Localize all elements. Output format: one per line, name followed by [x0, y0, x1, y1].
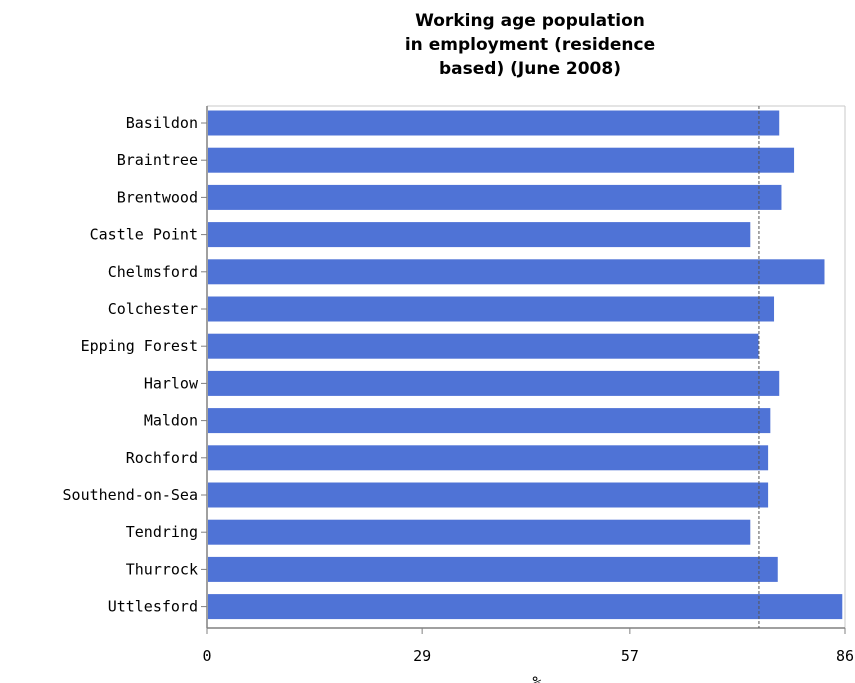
- bar-harlow: [208, 370, 780, 396]
- category-label: Thurrock: [126, 560, 198, 578]
- bar-tendring: [208, 519, 751, 545]
- category-label: Epping Forest: [81, 337, 198, 355]
- bar-brentwood: [208, 184, 782, 210]
- x-tick-label: 86: [836, 647, 854, 665]
- bar-castle-point: [208, 222, 751, 248]
- category-label: Rochford: [126, 449, 198, 467]
- bar-epping-forest: [208, 333, 759, 359]
- category-label: Colchester: [108, 300, 198, 318]
- bar-maldon: [208, 408, 771, 434]
- category-label: Tendring: [126, 523, 198, 541]
- x-tick-label: 29: [413, 647, 431, 665]
- bar-chelmsford: [208, 259, 825, 285]
- chart-title-line-2: in employment (residence: [405, 35, 655, 55]
- plot-area: Basildon Braintree Brentwood Castle Point Ch…: [63, 105, 854, 683]
- category-label: Chelmsford: [108, 263, 198, 281]
- bar-southend-on-sea: [208, 482, 769, 508]
- x-tick-label: 0: [202, 647, 211, 665]
- chart-title-line-1: Working age population: [415, 11, 645, 31]
- bar-basildon: [208, 110, 780, 136]
- category-label: Uttlesford: [108, 598, 198, 616]
- bar-uttlesford: [208, 594, 843, 620]
- category-label: Braintree: [117, 151, 198, 169]
- category-label: Basildon: [126, 114, 198, 132]
- chart-title: Working age population in employment (re…: [405, 11, 655, 79]
- bar-colchester: [208, 296, 775, 322]
- category-label: Brentwood: [117, 188, 198, 206]
- category-label: Castle Point: [90, 226, 198, 244]
- bar-rochford: [208, 445, 769, 471]
- x-axis-title: %: [532, 673, 541, 683]
- category-label: Harlow: [144, 374, 199, 392]
- bar-thurrock: [208, 556, 778, 582]
- category-label: Maldon: [144, 412, 198, 430]
- x-tick-label: 57: [621, 647, 639, 665]
- chart-title-line-3: based) (June 2008): [439, 59, 621, 79]
- category-label: Southend-on-Sea: [63, 486, 198, 504]
- bar-braintree: [208, 147, 795, 173]
